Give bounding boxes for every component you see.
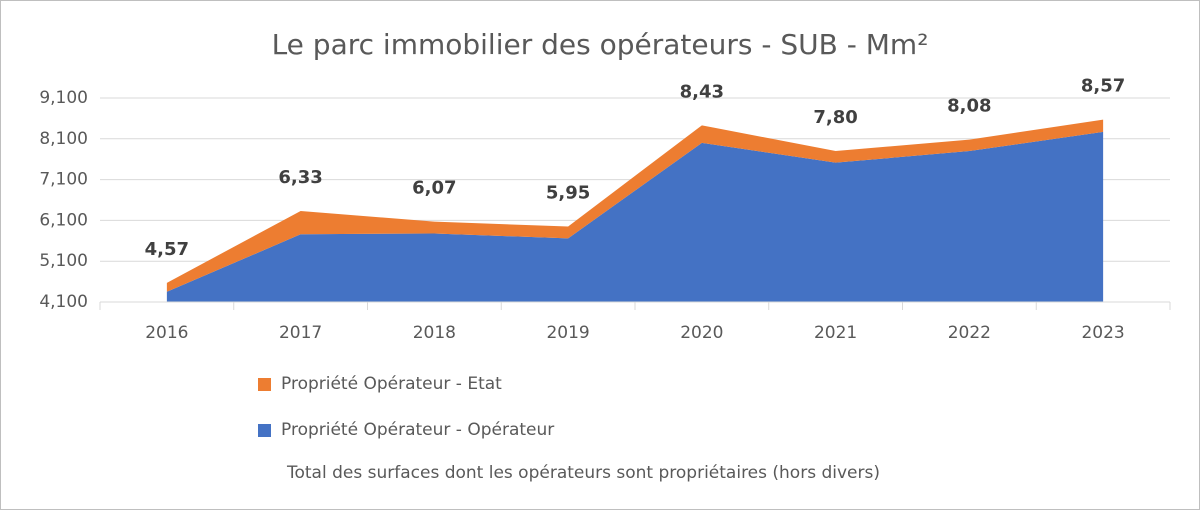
x-tick-label: 2020 xyxy=(680,323,723,343)
data-label: 6,33 xyxy=(278,167,322,188)
x-tick-label: 2017 xyxy=(279,323,322,343)
y-tick-label: 9,100 xyxy=(39,88,88,108)
x-tick-label: 2018 xyxy=(413,323,456,343)
x-tick-label: 2016 xyxy=(145,323,188,343)
x-tick-label: 2023 xyxy=(1081,323,1124,343)
chart-title: Le parc immobilier des opérateurs - SUB … xyxy=(272,28,929,61)
y-tick-label: 8,100 xyxy=(39,129,88,149)
data-label: 8,08 xyxy=(947,96,991,117)
x-tick-label: 2019 xyxy=(546,323,589,343)
x-tick-label: 2022 xyxy=(948,323,991,343)
legend-swatch xyxy=(258,378,271,391)
x-tick-label: 2021 xyxy=(814,323,857,343)
y-tick-label: 7,100 xyxy=(39,170,88,190)
legend-swatch xyxy=(258,424,271,437)
data-label: 6,07 xyxy=(412,178,456,199)
legend-label: Propriété Opérateur - Opérateur xyxy=(281,420,554,440)
legend-label: Total des surfaces dont les opérateurs s… xyxy=(286,463,880,483)
y-tick-label: 6,100 xyxy=(39,210,88,230)
y-tick-label: 5,100 xyxy=(39,251,88,271)
area xyxy=(166,119,1104,292)
data-label: 4,57 xyxy=(145,239,189,260)
legend-label: Propriété Opérateur - Etat xyxy=(281,374,502,394)
data-label: 8,43 xyxy=(680,81,724,102)
data-label: 7,80 xyxy=(813,107,857,128)
area xyxy=(166,131,1104,302)
data-label: 8,57 xyxy=(1081,76,1125,97)
data-label: 5,95 xyxy=(546,183,590,204)
y-tick-label: 4,100 xyxy=(39,292,88,312)
